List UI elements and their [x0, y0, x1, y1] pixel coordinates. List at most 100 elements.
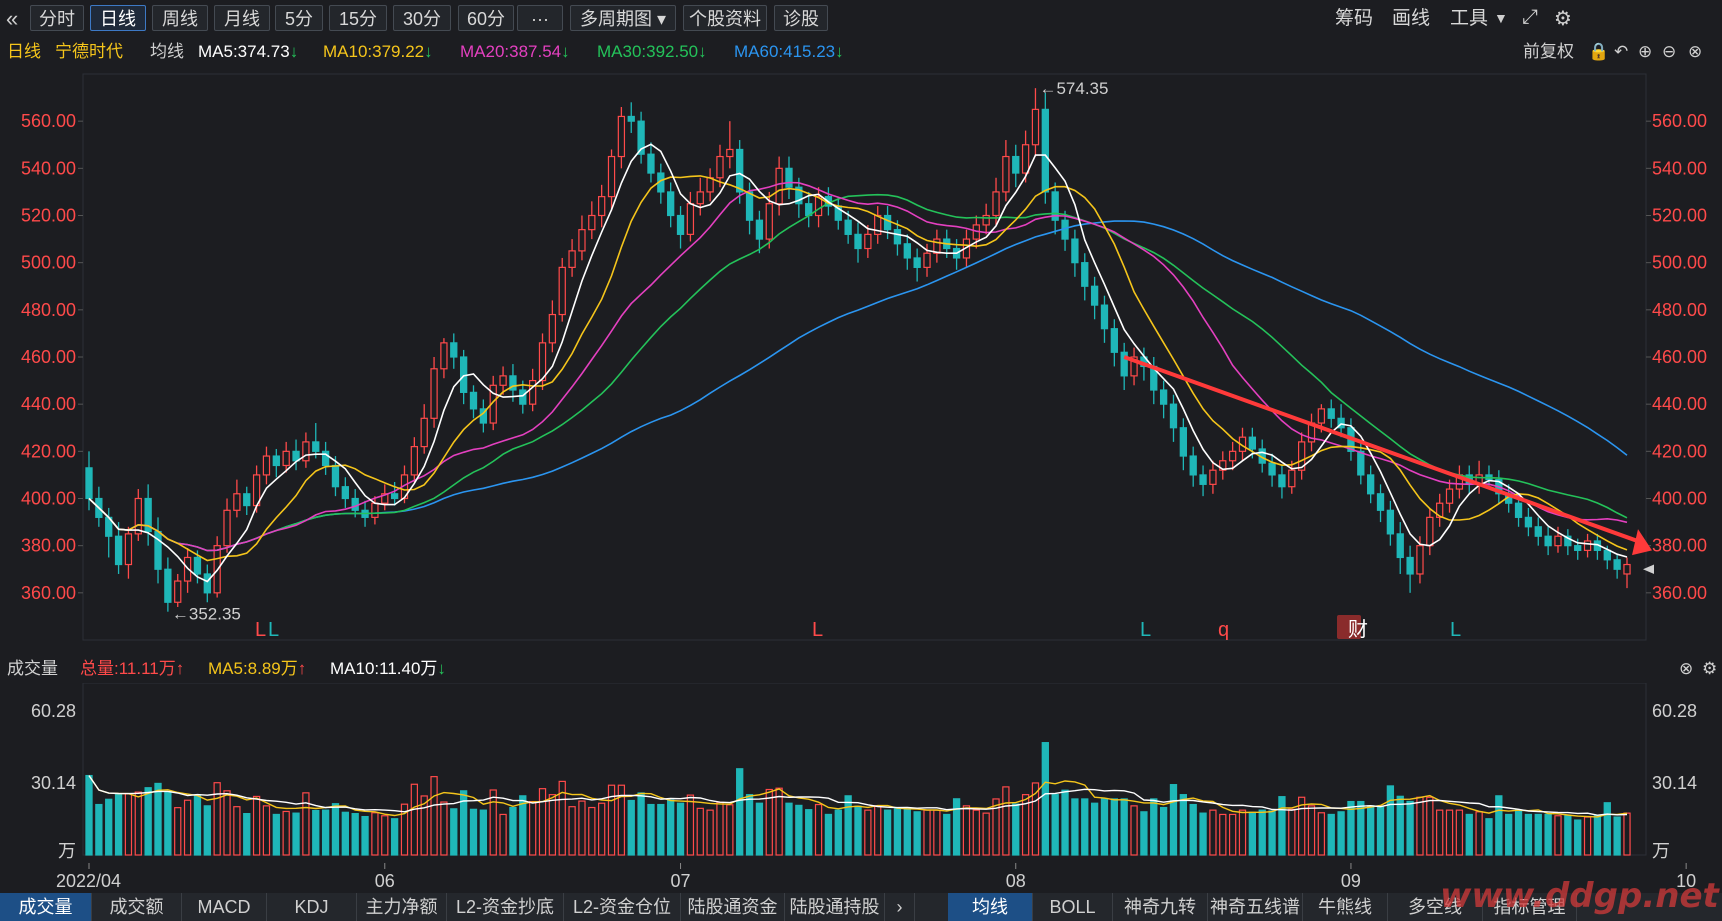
- diagnose-button[interactable]: 诊股: [774, 5, 828, 31]
- volume-bar: [213, 782, 221, 856]
- double-chevron-left-icon[interactable]: «: [6, 6, 19, 31]
- volume-bar: [420, 795, 428, 856]
- candle-body: [351, 497, 359, 511]
- indicator-tabs: 成交量 成交额 MACD KDJ 主力净额 L2-资金抄底 L2-资金仓位 陆股通资金 陆股通持…: [0, 893, 1722, 921]
- volume-bar: [1061, 789, 1069, 856]
- tab-5-left[interactable]: L2-资金抄底: [447, 893, 564, 921]
- tab-0-right[interactable]: 均线: [948, 893, 1033, 921]
- 15min-button[interactable]: 15分: [329, 5, 387, 31]
- candle-body: [519, 389, 527, 405]
- volume-bar: [410, 783, 419, 856]
- volume-bar: [1564, 815, 1572, 856]
- volume-bar: [1495, 795, 1503, 856]
- y-tick-label-left: 420.00: [21, 441, 76, 461]
- volume-total: 总量:11.11万↑: [80, 659, 185, 678]
- weekly-button[interactable]: 周线: [152, 5, 208, 31]
- volume-bar: [1574, 819, 1582, 856]
- price-chart[interactable]: 560.00 560.00 540.00 540.00 520.00 520.00 500.…: [0, 66, 1722, 655]
- volume-bar: [282, 810, 290, 856]
- fq-label[interactable]: 前复权: [1523, 42, 1574, 61]
- volume-bar: [607, 784, 616, 856]
- chevron-down-icon[interactable]: ▼: [1494, 10, 1508, 26]
- chips-button[interactable]: 筹码: [1335, 8, 1374, 29]
- volume-bar: [903, 808, 911, 856]
- volume-bar: [1268, 810, 1276, 856]
- stock-profile-button[interactable]: 个股资料: [683, 5, 767, 31]
- volume-bar: [854, 805, 862, 856]
- volume-bar: [667, 799, 675, 856]
- settings-icon[interactable]: ⚙: [1702, 659, 1718, 678]
- close-icon[interactable]: ⊗: [1679, 659, 1694, 678]
- fullscreen-icon[interactable]: ⤢: [1522, 6, 1538, 28]
- volume-bar: [479, 809, 488, 856]
- volume-bar: [1021, 794, 1030, 856]
- tab-3-right[interactable]: 神奇五线谱: [1208, 893, 1303, 921]
- tab-0-left[interactable]: 成交量: [0, 893, 92, 921]
- candle-body: [1021, 144, 1030, 174]
- 5min-button[interactable]: 5分: [275, 5, 323, 31]
- candle-body: [1297, 441, 1306, 471]
- tab-5-right[interactable]: 多空线: [1388, 893, 1483, 921]
- time-share-button[interactable]: 分时: [30, 5, 84, 31]
- lock-icon[interactable]: 🔒: [1588, 42, 1610, 61]
- undo-icon[interactable]: ↶: [1614, 42, 1629, 61]
- ma-label[interactable]: 均线: [150, 42, 184, 61]
- volume-bar: [1347, 800, 1355, 856]
- candle-body: [1002, 155, 1010, 193]
- multi-period-button[interactable]: 多周期图 ▾: [570, 5, 676, 31]
- settings-icon[interactable]: ⚙: [1554, 8, 1572, 30]
- tab-2-left[interactable]: MACD: [182, 893, 267, 921]
- candle-body: [312, 441, 320, 452]
- volume-bar: [85, 774, 93, 856]
- candle-body: [243, 493, 251, 507]
- volume-bar: [390, 818, 399, 856]
- tools-button[interactable]: 工具: [1450, 8, 1489, 29]
- 30min-button[interactable]: 30分: [393, 5, 451, 31]
- candle-body: [1357, 450, 1365, 476]
- close-icon[interactable]: ⊗: [1688, 42, 1703, 61]
- event-marker: 财: [1348, 618, 1368, 641]
- 60min-button[interactable]: 60分: [458, 5, 514, 31]
- volume-bar: [1544, 813, 1552, 856]
- volume-bar: [637, 792, 645, 856]
- candle-body: [1051, 191, 1059, 221]
- candle-body: [1623, 563, 1631, 575]
- x-tick-label: 07: [671, 871, 691, 891]
- volume-bar: [578, 800, 586, 856]
- volume-bar: [321, 809, 330, 856]
- zoom-out-icon[interactable]: ⊖: [1662, 42, 1677, 61]
- candle-body: [598, 196, 606, 217]
- draw-line-button[interactable]: 画线: [1392, 8, 1431, 29]
- candle-body: [667, 191, 675, 217]
- tab-4-right[interactable]: 牛熊线: [1303, 893, 1388, 921]
- candle-body: [814, 196, 823, 217]
- tab-6-left[interactable]: L2-资金仓位: [564, 893, 681, 921]
- daily-button[interactable]: 日线: [90, 5, 146, 31]
- volume-bar: [1613, 816, 1621, 856]
- tab-1-right[interactable]: BOLL: [1033, 893, 1113, 921]
- volume-bar: [1041, 742, 1049, 856]
- tab-6-right[interactable]: 指标管理: [1483, 893, 1577, 921]
- monthly-button[interactable]: 月线: [214, 5, 270, 31]
- volume-bar: [272, 813, 280, 856]
- volume-tick-right: 60.28: [1652, 701, 1697, 721]
- chevron-right-icon[interactable]: ›: [885, 893, 915, 921]
- volume-bar: [1376, 806, 1385, 856]
- volume-bar: [459, 790, 468, 856]
- candle-body: [164, 568, 172, 603]
- tab-3-left[interactable]: KDJ: [267, 893, 357, 921]
- tab-8-left[interactable]: 陆股通持股: [785, 893, 885, 921]
- tab-7-left[interactable]: 陆股通资金: [681, 893, 785, 921]
- candle-body: [1406, 556, 1414, 575]
- zoom-in-icon[interactable]: ⊕: [1638, 42, 1653, 61]
- tab-4-left[interactable]: 主力净额: [357, 893, 447, 921]
- tab-2-right[interactable]: 神奇九转: [1113, 893, 1208, 921]
- tab-1-left[interactable]: 成交额: [92, 893, 182, 921]
- candle-body: [883, 214, 892, 231]
- volume-bar: [1051, 794, 1059, 856]
- volume-bar: [1406, 800, 1414, 856]
- candle-body: [864, 233, 872, 250]
- volume-chart[interactable]: 60.28 60.28 30.14 30.14 万 万: [0, 683, 1722, 863]
- candle-body: [321, 450, 330, 467]
- more-button[interactable]: ···: [517, 5, 563, 31]
